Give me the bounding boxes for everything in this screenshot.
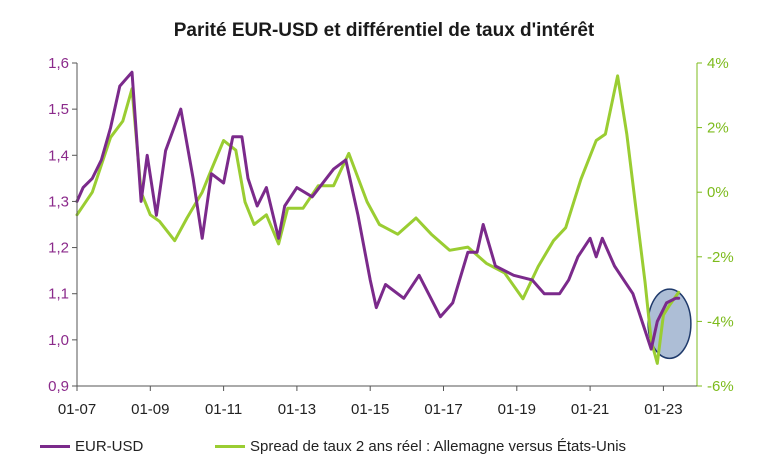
x-tick-label: 01-17 xyxy=(424,401,462,418)
y-right-tick-label: 2% xyxy=(707,120,729,137)
x-tick-label: 01-07 xyxy=(58,401,96,418)
y-left-tick-label: 1,0 xyxy=(48,332,69,349)
y-left-tick-label: 0,9 xyxy=(48,378,69,395)
legend-label-spread: Spread de taux 2 ans réel : Allemagne ve… xyxy=(250,438,627,455)
legend: EUR-USD Spread de taux 2 ans réel : Alle… xyxy=(0,438,768,462)
y-right-tick-label: -4% xyxy=(707,313,734,330)
y-left-tick-label: 1,1 xyxy=(48,286,69,303)
x-tick-label: 01-15 xyxy=(351,401,389,418)
y-right-tick-label: -2% xyxy=(707,249,734,266)
y-right-tick-label: 4% xyxy=(707,55,729,72)
x-tick-label: 01-11 xyxy=(205,401,242,418)
series-line-spread xyxy=(75,74,681,365)
legend-swatch-eurusd xyxy=(40,445,70,448)
y-left-tick-label: 1,2 xyxy=(48,240,69,257)
x-tick-label: 01-21 xyxy=(571,401,609,418)
y-left-tick-label: 1,3 xyxy=(48,193,69,210)
series-layer xyxy=(75,70,681,365)
x-tick-label: 01-19 xyxy=(498,401,536,418)
x-tick-label: 01-09 xyxy=(131,401,169,418)
legend-label-eurusd: EUR-USD xyxy=(75,438,144,455)
y-left-tick-label: 1,5 xyxy=(48,101,69,118)
axes-layer: 0,9 1,0 1,1 1,2 1,3 1,4 1,5 1,6 -6% -4% -2% 0% 2% 4% 0… xyxy=(48,55,734,418)
x-tick-label: 01-13 xyxy=(278,401,316,418)
y-right-tick-label: 0% xyxy=(707,184,729,201)
legend-item-spread: Spread de taux 2 ans réel : Allemagne ve… xyxy=(215,438,626,455)
series-line-eurusd xyxy=(75,70,681,351)
chart-title: Parité EUR-USD et différentiel de taux d… xyxy=(173,20,595,41)
legend-swatch-spread xyxy=(215,445,245,448)
y-left-tick-label: 1,4 xyxy=(48,147,69,164)
y-left-tick-label: 1,6 xyxy=(48,55,69,72)
y-right-tick-label: -6% xyxy=(707,378,734,395)
x-tick-label: 01-23 xyxy=(644,401,682,418)
legend-item-eurusd: EUR-USD xyxy=(40,438,143,455)
